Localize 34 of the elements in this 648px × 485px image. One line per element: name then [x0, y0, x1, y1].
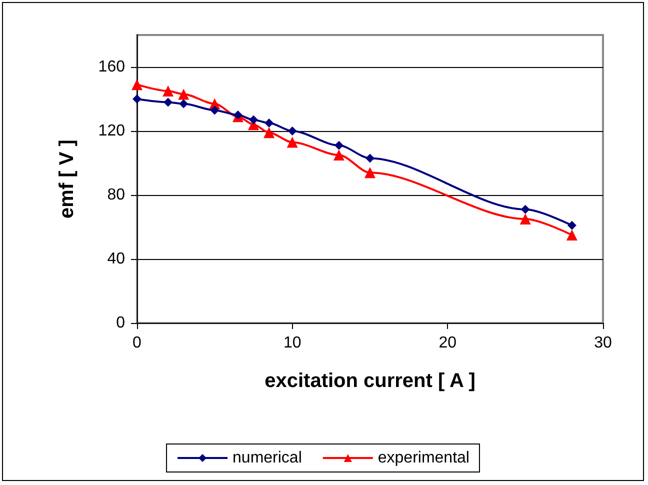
y-tick-label: 80 — [107, 186, 126, 204]
point — [249, 115, 258, 124]
legend-label: experimental — [378, 450, 470, 466]
y-axis-title: emf [ V ] — [56, 140, 78, 218]
y-tick-label: 160 — [98, 58, 126, 76]
x-tick-label: 30 — [594, 334, 612, 352]
y-tick-label: 40 — [107, 250, 126, 268]
point — [566, 230, 578, 240]
point — [233, 110, 242, 120]
point — [162, 86, 174, 96]
point — [264, 127, 275, 138]
point — [333, 150, 344, 160]
point — [178, 88, 190, 100]
point — [520, 214, 531, 224]
legend-label: numerical — [232, 450, 302, 466]
y-tick-label: 0 — [116, 314, 126, 332]
point — [286, 136, 298, 148]
point — [132, 94, 142, 104]
point — [334, 140, 344, 150]
point — [520, 204, 530, 214]
point — [288, 126, 297, 136]
point — [164, 98, 173, 107]
x-tick-label: 10 — [283, 334, 302, 352]
point — [366, 154, 374, 163]
point — [567, 220, 576, 230]
point — [132, 79, 142, 90]
point — [264, 118, 274, 128]
point — [364, 167, 376, 178]
y-tick-label: 120 — [98, 122, 126, 140]
point — [210, 106, 220, 115]
point — [179, 99, 188, 108]
x-axis-title: excitation current [ A ] — [264, 370, 476, 392]
x-tick-label: 20 — [438, 334, 457, 352]
x-tick-label: 0 — [132, 334, 142, 352]
